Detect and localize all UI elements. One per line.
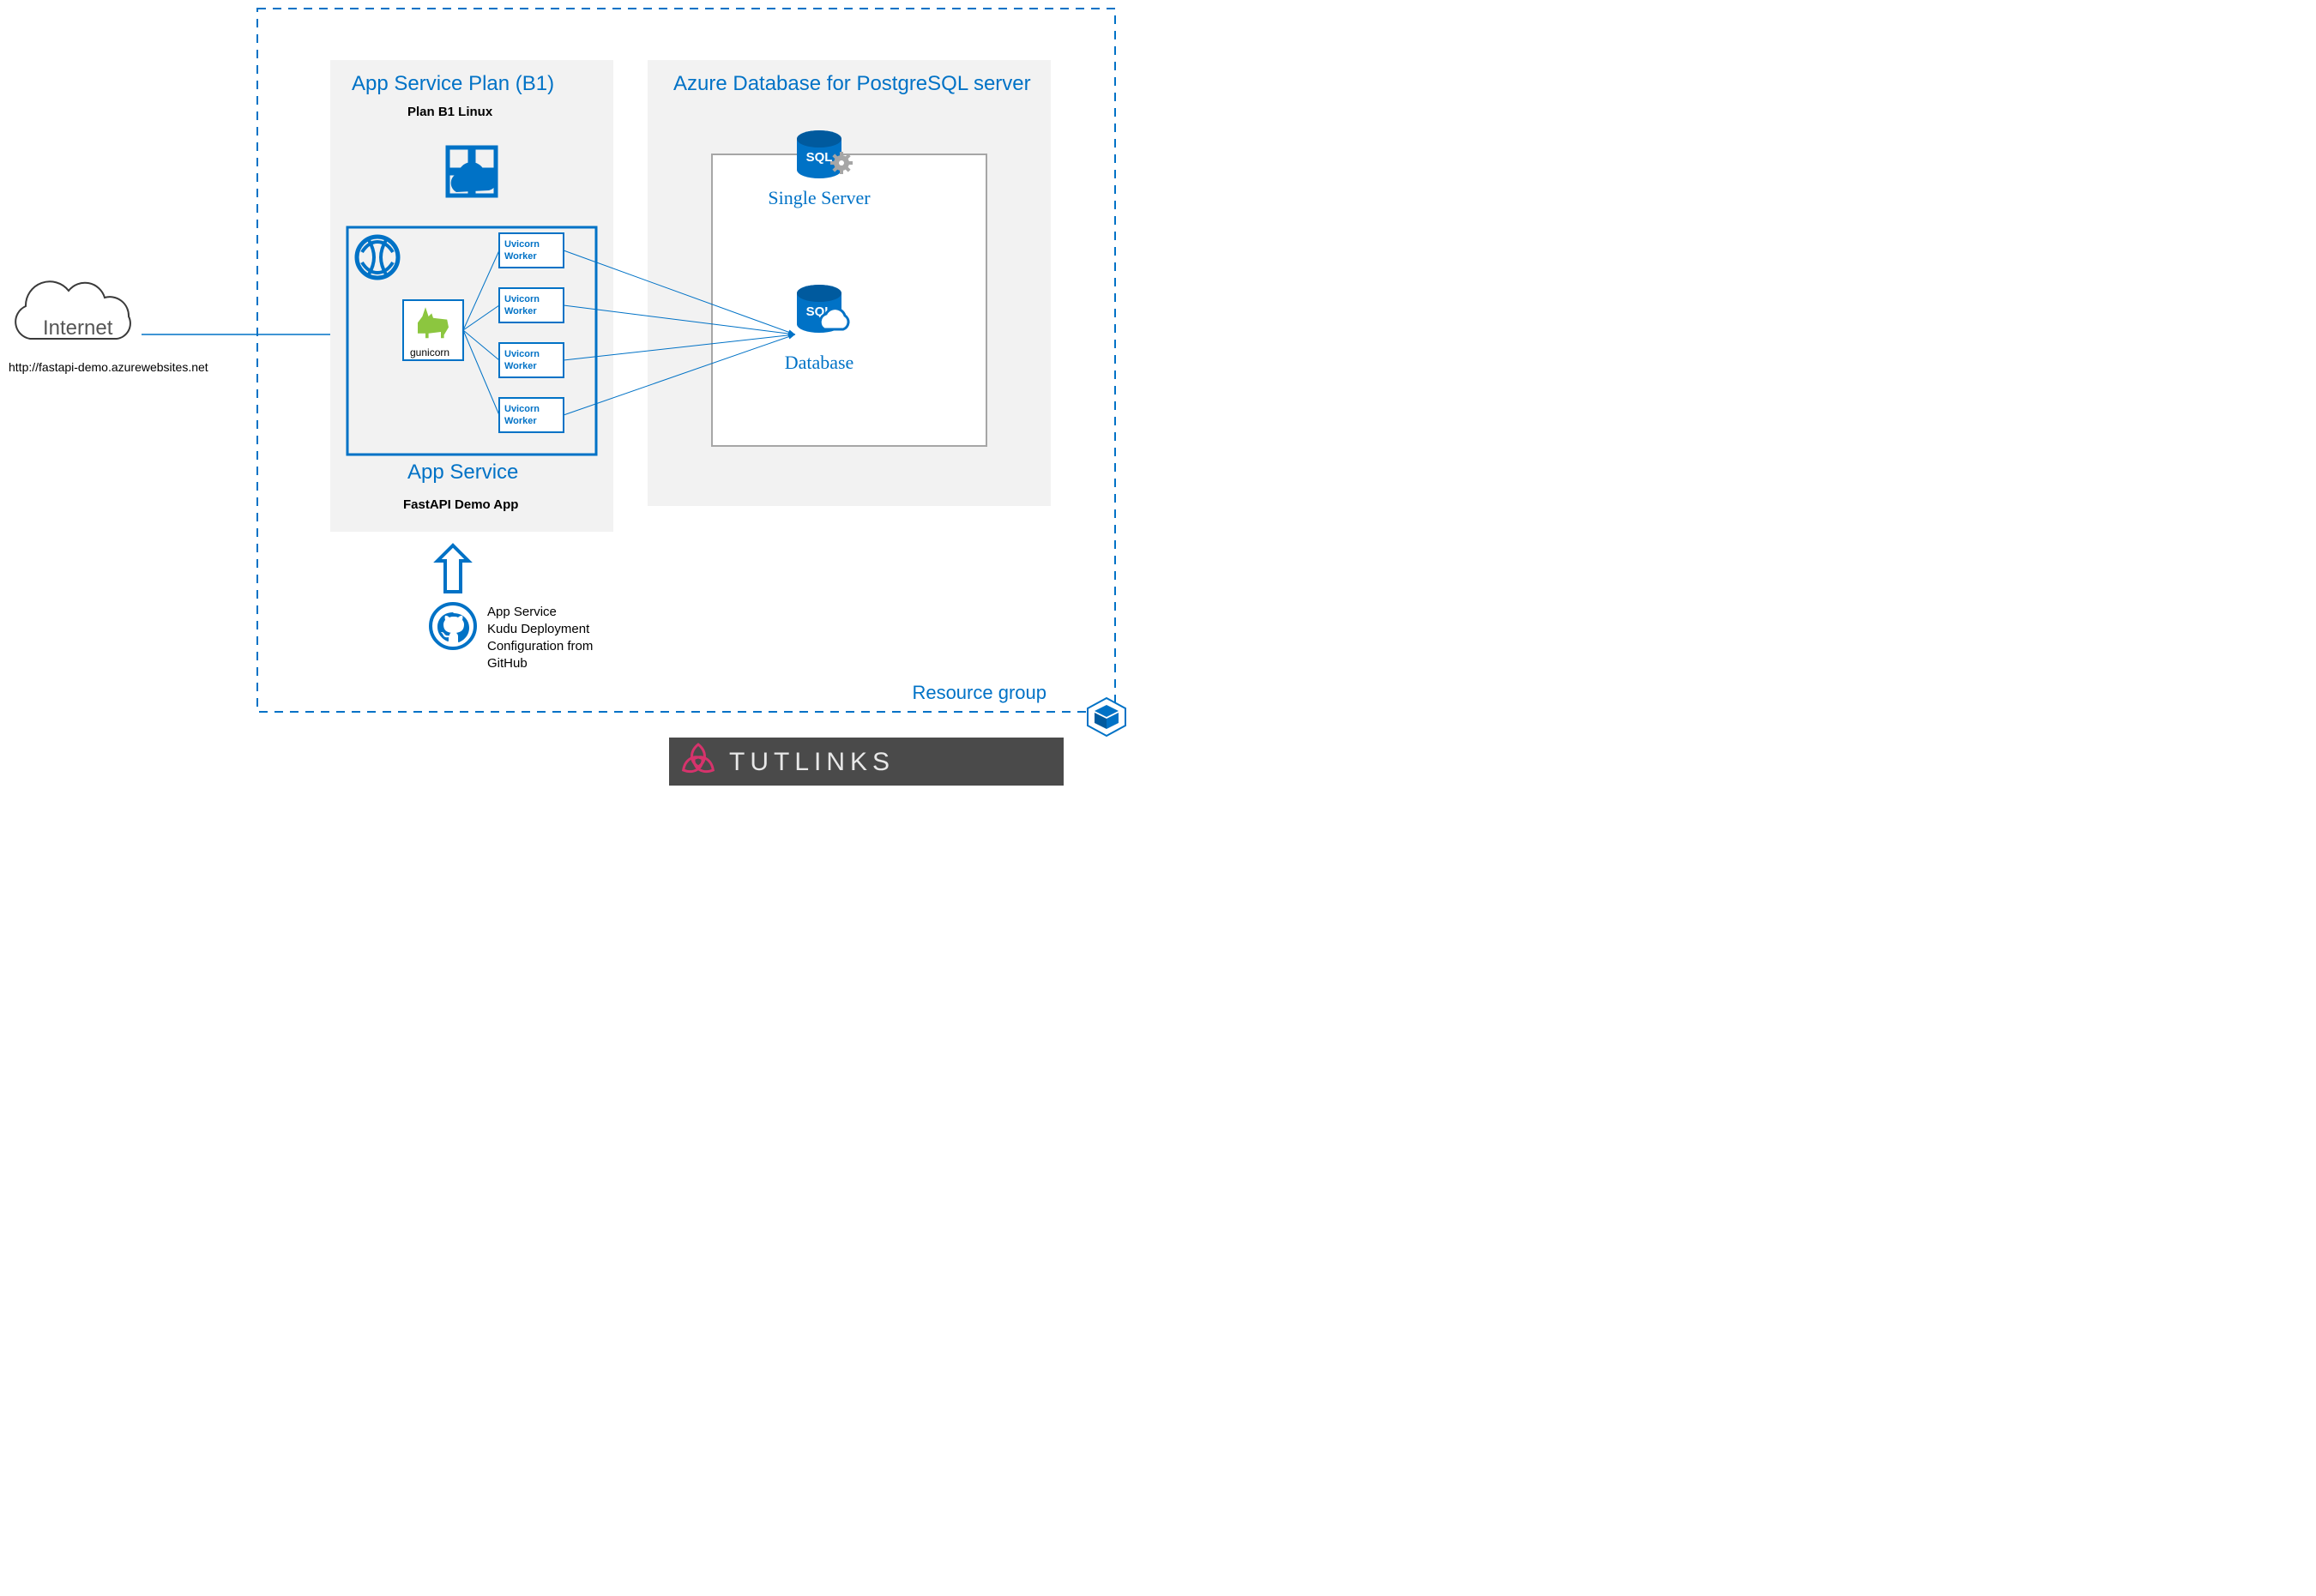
- svg-text:SQL: SQL: [806, 150, 833, 165]
- deployment-text-line-2: Kudu Deployment: [487, 622, 590, 636]
- uvicorn-worker-1: [499, 233, 564, 268]
- architecture-diagram: Resource group Internet http://fastapi-dem…: [0, 0, 1158, 798]
- tutlinks-logo-text: TUTLINKS: [729, 748, 895, 776]
- gunicorn-label: gunicorn: [410, 346, 449, 358]
- database-label: Database: [785, 352, 854, 373]
- resource-group-label: Resource group: [912, 682, 1046, 703]
- uvicorn-worker-4-label: Worker: [504, 416, 537, 426]
- uvicorn-worker-3: [499, 343, 564, 377]
- single-server-label: Single Server: [768, 187, 871, 208]
- internet-url: http://fastapi-demo.azurewebsites.net: [9, 360, 208, 374]
- app-service-plan-title: App Service Plan (B1): [352, 72, 554, 95]
- deployment-text-line-4: GitHub: [487, 656, 528, 671]
- app-service-plan-subtitle: Plan B1 Linux: [407, 105, 493, 119]
- uvicorn-worker-1-label: Worker: [504, 251, 537, 262]
- uvicorn-worker-4-label: Uvicorn: [504, 404, 540, 414]
- uvicorn-worker-1-label: Uvicorn: [504, 239, 540, 250]
- internet-label: Internet: [43, 316, 113, 340]
- uvicorn-worker-2-label: Uvicorn: [504, 294, 540, 304]
- github-icon: [431, 604, 475, 648]
- resource-group-icon: [1088, 698, 1125, 736]
- app-service-label: App Service: [407, 461, 518, 484]
- internet-cloud: Internet http://fastapi-demo.azurewebsite…: [9, 281, 208, 374]
- app-service-footer: FastAPI Demo App: [403, 497, 518, 512]
- uvicorn-worker-3-label: Worker: [504, 361, 537, 371]
- tutlinks-logo: TUTLINKS: [669, 738, 1064, 786]
- deployment-arrow: [437, 545, 468, 592]
- uvicorn-worker-4: [499, 398, 564, 432]
- sql-icon-database: SQL: [797, 285, 848, 333]
- deployment-text-line-3: Configuration from: [487, 639, 593, 653]
- uvicorn-worker-2: [499, 288, 564, 322]
- uvicorn-worker-2-label: Worker: [504, 306, 537, 316]
- uvicorn-worker-3-label: Uvicorn: [504, 349, 540, 359]
- database-panel-title: Azure Database for PostgreSQL server: [673, 72, 1031, 95]
- deployment-text-line-1: App Service: [487, 605, 557, 619]
